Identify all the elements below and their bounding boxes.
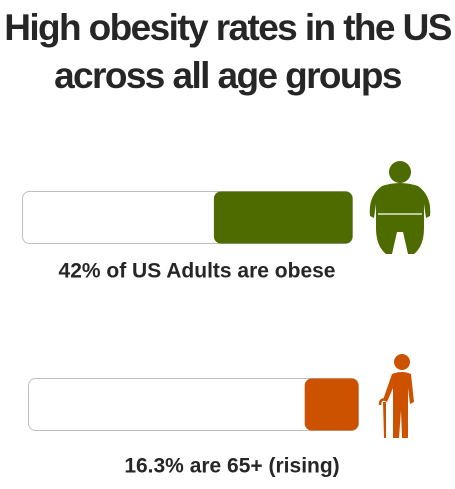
obese-person-icon — [369, 161, 431, 254]
bar — [213, 191, 353, 244]
bar — [304, 378, 359, 431]
bar-label: 42% of US Adults are obese — [59, 260, 336, 283]
bar-label: 16.3% are 65+ (rising) — [124, 455, 339, 478]
elderly-person-icon — [378, 354, 414, 438]
chart-title: High obesity rates in the US across all … — [4, 7, 452, 96]
